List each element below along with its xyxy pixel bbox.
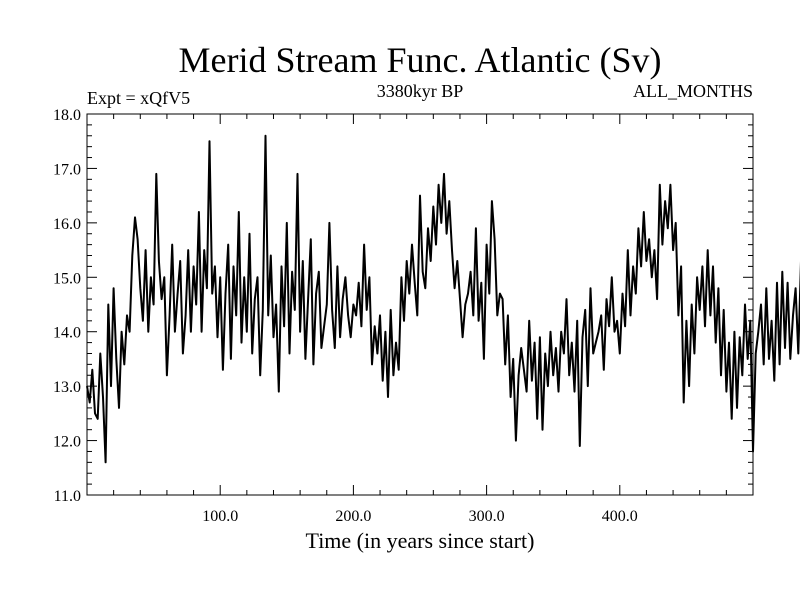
chart-title: Merid Stream Func. Atlantic (Sv) [179,40,662,80]
y-tick-label: 17.0 [53,161,81,178]
experiment-label: Expt = xQfV5 [87,88,190,108]
x-axis: 100.0 200.0 300.0 400.0 [113,114,727,525]
x-tick-label: 400.0 [602,508,638,525]
period-label: 3380kyr BP [377,81,464,101]
y-tick-label: 11.0 [54,488,81,505]
y-tick-label: 13.0 [53,379,81,396]
y-tick-label: 16.0 [53,216,81,233]
x-tick-label: 100.0 [202,508,238,525]
x-tick-label: 200.0 [335,508,371,525]
x-tick-label: 300.0 [469,508,505,525]
x-axis-label: Time (in years since start) [306,528,535,553]
y-tick-label: 14.0 [53,325,81,342]
y-tick-label: 18.0 [53,107,81,124]
y-axis: 11.0 12.0 13.0 14.0 15.0 16.0 17.0 18.0 [53,107,753,505]
plot-frame [86,113,754,496]
y-tick-label: 12.0 [53,434,81,451]
y-tick-label: 15.0 [53,270,81,287]
months-label: ALL_MONTHS [633,81,753,101]
data-series-line [86,134,800,464]
